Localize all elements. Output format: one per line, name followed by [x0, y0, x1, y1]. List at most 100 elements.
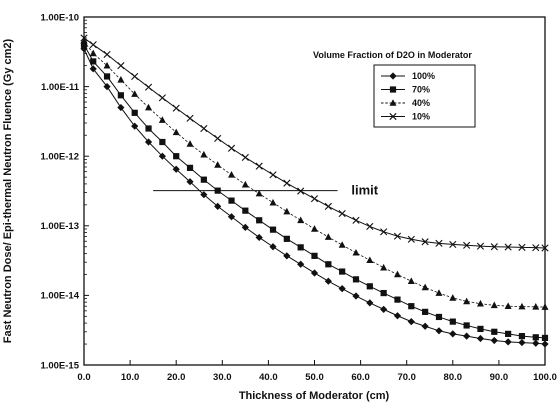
data-point: [283, 252, 291, 260]
data-point: [269, 171, 277, 179]
x-marker-stroke-b: [89, 41, 97, 49]
legend-items: 100% 70% 40% 10%: [381, 71, 435, 122]
data-point: [490, 336, 498, 345]
data-point: [541, 334, 549, 342]
x-tick-label: 20.0: [167, 372, 186, 383]
legend-item: 100%: [381, 71, 435, 81]
data-point: [541, 244, 549, 252]
legend-label: 10%: [412, 112, 430, 122]
x-axis-ticks: [83, 360, 546, 365]
x-marker-stroke-b: [393, 232, 402, 240]
x-marker-stroke-b: [541, 244, 549, 252]
data-point: [172, 104, 180, 112]
data-point: [324, 202, 332, 210]
x-marker-stroke-b: [172, 104, 180, 112]
data-point: [407, 235, 415, 243]
data-point: [172, 165, 180, 173]
x-marker-stroke-b: [352, 216, 360, 224]
data-point: [80, 34, 88, 42]
data-point: [89, 41, 97, 49]
x-marker-stroke-b: [407, 235, 415, 243]
data-point: [186, 164, 194, 171]
data-point: [214, 161, 222, 168]
data-point: [80, 41, 88, 48]
x-marker-stroke-b: [449, 240, 457, 249]
x-marker-stroke-b: [80, 34, 88, 42]
data-point: [393, 232, 402, 240]
data-point: [366, 283, 373, 290]
series-40-percent: [80, 37, 549, 310]
data-point: [159, 138, 166, 146]
x-marker-stroke-b: [389, 112, 397, 121]
data-point: [80, 37, 88, 44]
data-point: [476, 299, 484, 307]
data-point: [241, 223, 249, 231]
data-point: [338, 209, 346, 218]
data-point: [449, 294, 457, 301]
data-point: [504, 302, 512, 309]
data-point: [186, 178, 194, 186]
data-point: [477, 325, 484, 333]
data-point: [255, 189, 263, 197]
data-point: [532, 244, 540, 252]
data-point: [200, 124, 208, 133]
x-tick-label: 90.0: [490, 372, 509, 383]
data-point: [325, 261, 332, 268]
data-point: [407, 318, 415, 326]
x-tick-label: 50.0: [305, 372, 324, 383]
data-point: [338, 285, 346, 293]
data-point: [532, 339, 540, 347]
x-tick-label: 30.0: [213, 372, 232, 383]
data-point: [283, 207, 291, 215]
data-point: [103, 50, 111, 59]
x-tick-label: 70.0: [397, 372, 416, 383]
x-tick-label: 60.0: [351, 372, 370, 383]
series-100-percent: [80, 45, 549, 348]
x-marker-stroke-b: [227, 144, 236, 152]
data-point: [186, 140, 194, 147]
data-point: [532, 334, 539, 341]
x-marker-stroke-b: [380, 228, 388, 236]
data-point: [103, 61, 111, 69]
legend-label: 40%: [412, 98, 430, 108]
data-point: [366, 222, 374, 230]
data-point: [518, 333, 526, 340]
legend-label: 100%: [412, 71, 435, 81]
data-point: [269, 198, 277, 206]
data-point: [476, 242, 485, 250]
legend-marker: [389, 112, 397, 121]
data-point: [103, 73, 111, 80]
data-point: [532, 303, 540, 310]
legend-item: 40%: [381, 98, 430, 108]
data-point: [380, 305, 388, 313]
x-marker-stroke-b: [103, 50, 111, 59]
x-marker-stroke-b: [338, 209, 346, 218]
data-point: [435, 327, 443, 335]
data-point: [158, 116, 166, 123]
x-marker-stroke-b: [490, 243, 498, 251]
x-marker-stroke-b: [435, 239, 443, 247]
y-axis-labels: 1.00E-10 1.00E-11 1.00E-12 1.00E-13 1.00E-14…: [40, 12, 79, 371]
y-tick-label: 1.00E-11: [41, 82, 80, 93]
data-point: [393, 312, 402, 320]
x-marker-stroke-b: [324, 202, 332, 210]
data-point: [227, 213, 236, 221]
data-point: [518, 338, 526, 347]
legend: Volume Fraction of D2O in Moderator 100%…: [313, 50, 476, 128]
x-marker-stroke-b: [310, 195, 319, 203]
data-point: [131, 72, 139, 81]
data-point: [311, 225, 318, 232]
data-point: [449, 318, 456, 325]
data-point: [228, 197, 235, 204]
series-line: [83, 40, 546, 308]
y-tick-label: 1.00E-13: [40, 221, 79, 232]
data-point: [380, 289, 387, 297]
data-point: [352, 248, 360, 256]
x-marker-stroke-b: [504, 243, 512, 251]
data-point: [172, 128, 180, 136]
data-point: [310, 195, 319, 203]
legend-marker: [389, 99, 397, 106]
data-point: [541, 303, 549, 310]
data-point: [228, 171, 236, 178]
